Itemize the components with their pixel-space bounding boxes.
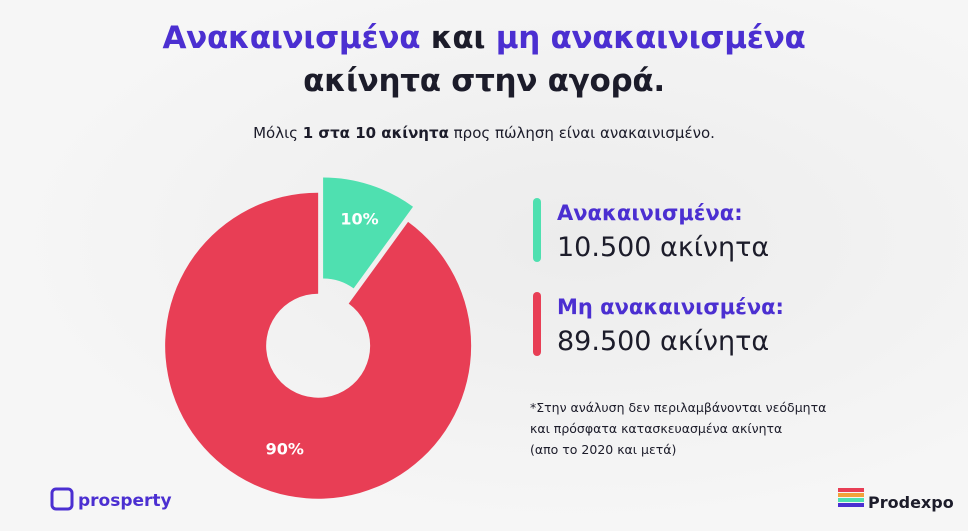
- legend-swatch: [533, 292, 541, 356]
- title-line: Ανακαινισμένα και μη ανακαινισμένα: [0, 20, 968, 56]
- footnote: *Στην ανάλυση δεν περιλαμβάνονται νεόδμη…: [530, 400, 826, 415]
- logo-left: prosperty: [78, 491, 172, 511]
- slice-label: 10%: [340, 209, 378, 228]
- legend-name: Μη ανακαινισμένα:: [557, 295, 784, 319]
- legend-detail: 89.500 ακίνητα: [557, 326, 769, 357]
- title-line: ακίνητα στην αγορά.: [0, 63, 968, 99]
- pie-slice: [323, 177, 414, 289]
- subtitle-segment: προς πώληση είναι ανακαινισμένο.: [448, 124, 715, 142]
- title-segment: Ανακαινισμένα: [162, 20, 431, 56]
- logo-stripe: [838, 503, 864, 507]
- subtitle: Μόλις 1 στα 10 ακίνητα προς πώληση είναι…: [0, 124, 968, 142]
- footnote: και πρόσφατα κατασκευασμένα ακίνητα: [530, 421, 782, 436]
- title-segment: ακίνητα στην αγορά.: [303, 63, 665, 99]
- logo-stripe: [838, 493, 864, 497]
- slice-label: 90%: [266, 439, 304, 458]
- legend-name: Ανακαινισμένα:: [557, 201, 743, 225]
- logo-stripe: [838, 488, 864, 492]
- title-segment: μη ανακαινισμένα: [495, 20, 806, 56]
- pie-slice: [165, 192, 472, 499]
- logo-icon: [50, 487, 74, 511]
- legend-swatch: [533, 198, 541, 262]
- logo-stripe: [838, 498, 864, 502]
- footnote: (απο το 2020 και μετά): [530, 442, 676, 457]
- logo-right: Prodexpo: [868, 493, 954, 512]
- subtitle-segment: 1 στα 10 ακίνητα: [302, 124, 449, 142]
- legend-detail: 10.500 ακίνητα: [557, 232, 769, 263]
- subtitle-segment: Μόλις: [253, 124, 303, 142]
- title-segment: και: [430, 20, 496, 56]
